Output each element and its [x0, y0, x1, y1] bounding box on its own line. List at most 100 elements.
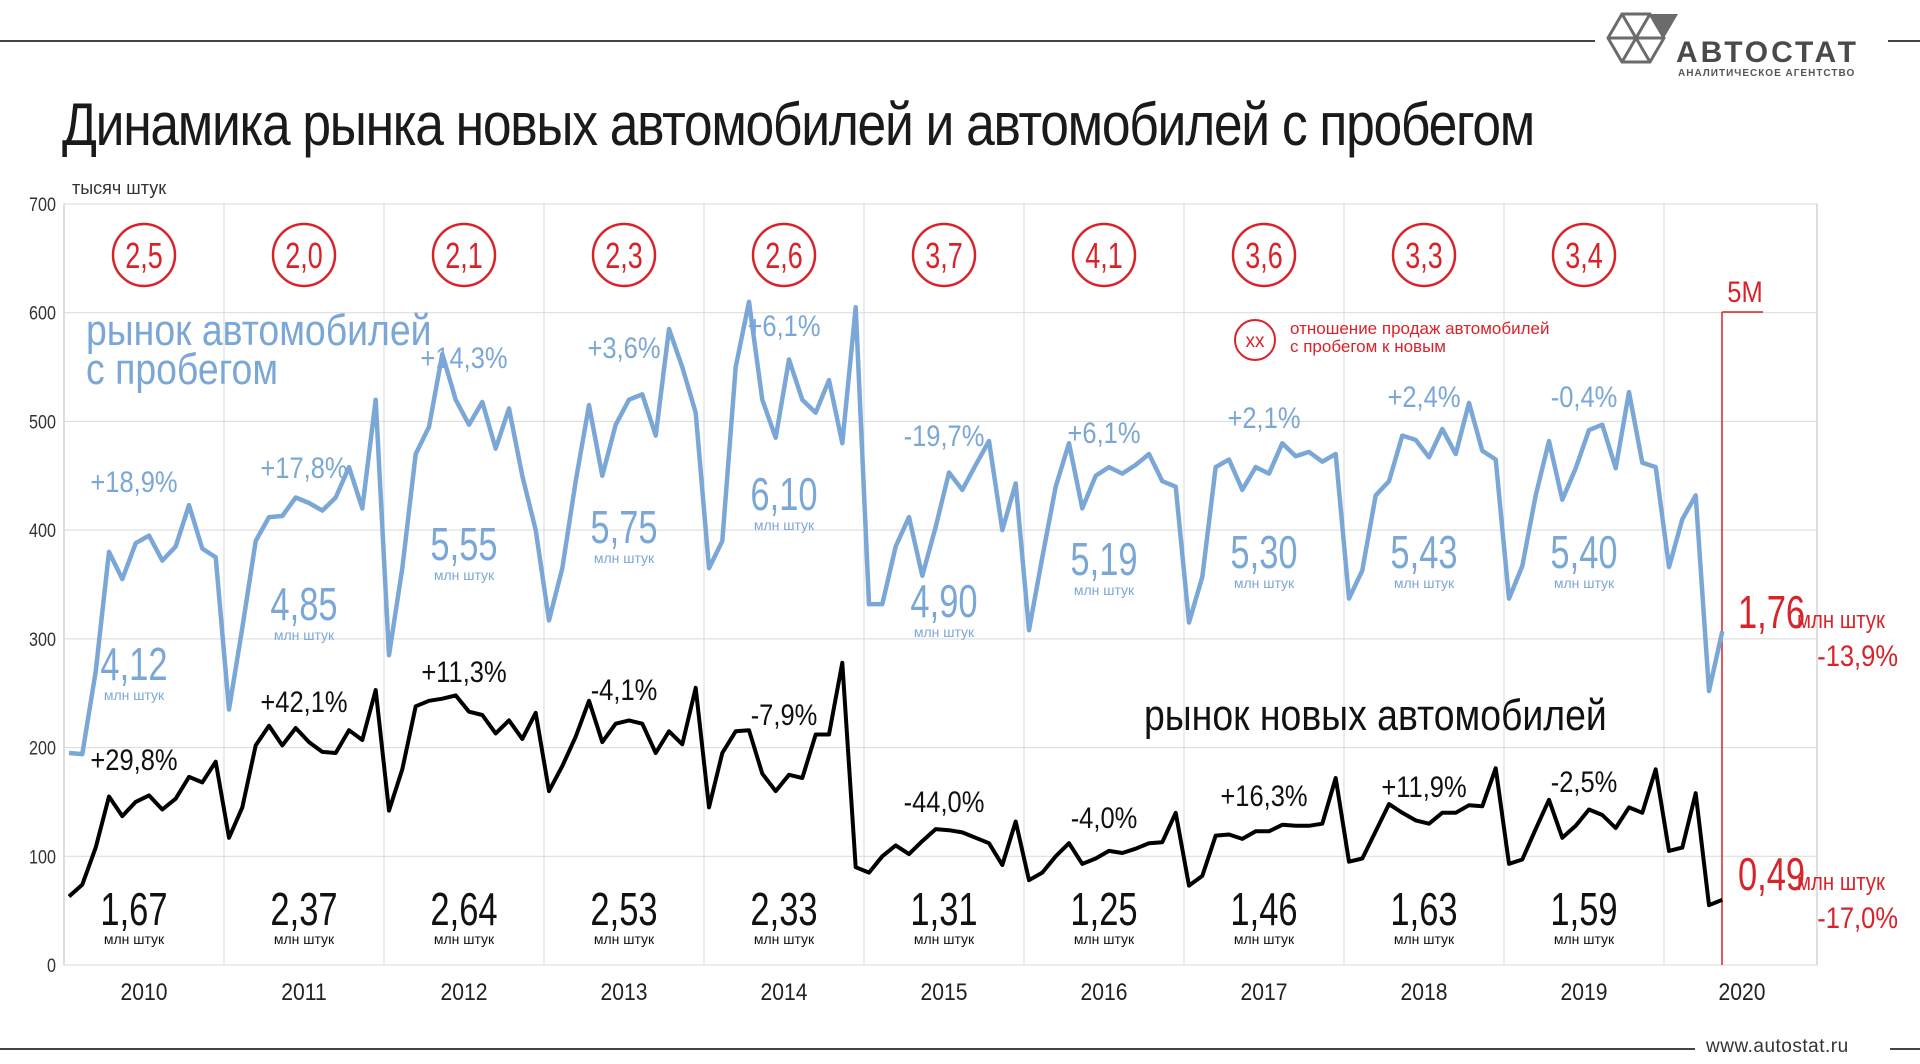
- new-total-value: 1,67: [100, 883, 167, 935]
- top-rule: [0, 40, 1595, 42]
- used-market-label: с пробегом: [86, 344, 278, 394]
- ratio-badge: [751, 222, 817, 288]
- year-label: 2017: [1241, 979, 1288, 1006]
- used-change-label: +2,1%: [1228, 401, 1301, 434]
- new-change-label: +11,3%: [421, 655, 506, 688]
- ratio-value: 2,1: [445, 235, 483, 276]
- used-total-unit: млн штук: [104, 687, 165, 703]
- new-total-value: 2,33: [750, 883, 817, 935]
- ratio-value: 3,6: [1245, 235, 1283, 276]
- ratio-value: 4,1: [1085, 235, 1123, 276]
- used-change-label: +18,9%: [90, 465, 177, 498]
- logo-subtitle: АНАЛИТИЧЕСКОЕ АГЕНТСТВО: [1678, 68, 1856, 79]
- bottom-rule: [0, 1048, 1695, 1050]
- new-change-label: +42,1%: [260, 685, 347, 718]
- ratio-badge: [1071, 222, 1137, 288]
- ratio-value: 2,0: [285, 235, 323, 276]
- used-change-label: -0,4%: [1551, 380, 1618, 413]
- y-tick-label: 200: [29, 737, 56, 759]
- year-label: 2018: [1401, 979, 1448, 1006]
- used-total-value: 5,75: [590, 501, 657, 553]
- ytd-used-unit: млн штук: [1797, 606, 1885, 633]
- ratio-value: 3,3: [1405, 235, 1443, 276]
- new-total-value: 2,53: [590, 883, 657, 935]
- used-total-unit: млн штук: [594, 550, 655, 566]
- ratio-badge: [431, 222, 497, 288]
- y-tick-label: 300: [29, 629, 56, 651]
- ratio-badge: [111, 222, 177, 288]
- used-total-value: 5,19: [1070, 533, 1137, 585]
- ratio-value: 3,4: [1565, 235, 1603, 276]
- new-total-unit: млн штук: [1074, 931, 1135, 947]
- used-total-value: 5,43: [1390, 526, 1457, 578]
- ratio-badge: [1551, 222, 1617, 288]
- ratio-badge: [1391, 222, 1457, 288]
- used-total-unit: млн штук: [754, 517, 815, 533]
- ratio-value: 2,3: [605, 235, 643, 276]
- new-total-unit: млн штук: [1554, 931, 1615, 947]
- new-total-value: 1,46: [1230, 883, 1297, 935]
- ytd-used-total: 1,76: [1738, 586, 1805, 638]
- used-total-value: 6,10: [750, 468, 817, 520]
- used-total-value: 5,55: [430, 518, 497, 570]
- used-total-unit: млн штук: [1554, 575, 1615, 591]
- top-rule-right: [1888, 40, 1920, 42]
- new-market-line: [67, 660, 1724, 908]
- y-tick-label: 100: [29, 846, 56, 868]
- y-tick-label: 0: [47, 955, 56, 977]
- ytd-new-total: 0,49: [1738, 848, 1805, 900]
- new-total-value: 2,37: [270, 883, 337, 935]
- site-url: www.autostat.ru: [1706, 1036, 1849, 1057]
- logo-hexagon-icon: [1606, 12, 1678, 64]
- ytd-new-unit: млн штук: [1797, 868, 1885, 895]
- used-total-unit: млн штук: [434, 567, 495, 583]
- y-tick-label: 600: [29, 302, 56, 324]
- year-label: 2010: [121, 979, 168, 1006]
- used-change-label: +2,4%: [1388, 380, 1461, 413]
- new-change-label: -4,0%: [1071, 801, 1138, 834]
- autostat-logo: АВТОСТАТ АНАЛИТИЧЕСКОЕ АГЕНТСТВО: [1600, 6, 1890, 82]
- new-total-unit: млн штук: [434, 931, 495, 947]
- logo-name: АВТОСТАТ: [1676, 36, 1859, 69]
- used-change-label: +14,3%: [420, 341, 507, 374]
- new-total-unit: млн штук: [104, 931, 165, 947]
- ratio-value: 2,6: [765, 235, 803, 276]
- used-market-line: [68, 299, 1725, 757]
- new-market-label: рынок новых автомобилей: [1144, 690, 1607, 740]
- ytd-new-change: -17,0%: [1817, 901, 1898, 934]
- used-change-label: +6,1%: [1068, 416, 1141, 449]
- y-tick-label: 400: [29, 520, 56, 542]
- new-total-unit: млн штук: [1394, 931, 1455, 947]
- used-total-value: 4,12: [100, 638, 167, 690]
- ratio-value: 3,7: [925, 235, 963, 276]
- ratio-badge: [591, 222, 657, 288]
- ratio-badge: [271, 222, 337, 288]
- year-label: 2019: [1561, 979, 1608, 1006]
- new-total-unit: млн штук: [1234, 931, 1295, 947]
- new-change-label: -4,1%: [591, 673, 658, 706]
- year-label: 2014: [761, 979, 808, 1006]
- used-total-value: 4,85: [270, 578, 337, 630]
- year-label: 2020: [1719, 979, 1766, 1006]
- used-change-label: +17,8%: [260, 451, 347, 484]
- ratio-legend-text: отношение продаж автомобилей: [1290, 319, 1549, 338]
- used-total-unit: млн штук: [914, 624, 975, 640]
- ratio-badge: [1231, 222, 1297, 288]
- used-total-value: 4,90: [910, 575, 977, 627]
- used-change-label: -19,7%: [904, 419, 985, 452]
- used-change-label: +3,6%: [588, 331, 661, 364]
- ratio-legend-badge: [1234, 319, 1276, 361]
- ytd-used-change: -13,9%: [1817, 639, 1898, 672]
- new-total-value: 1,63: [1390, 883, 1457, 935]
- year-label: 2011: [281, 979, 326, 1006]
- new-change-label: +11,9%: [1381, 770, 1466, 803]
- new-total-value: 1,25: [1070, 883, 1137, 935]
- new-change-label: +29,8%: [90, 743, 177, 776]
- bottom-rule-right: [1890, 1048, 1920, 1050]
- year-label: 2012: [441, 979, 488, 1006]
- used-total-value: 5,30: [1230, 526, 1297, 578]
- used-total-unit: млн штук: [1234, 575, 1295, 591]
- new-total-value: 1,59: [1550, 883, 1617, 935]
